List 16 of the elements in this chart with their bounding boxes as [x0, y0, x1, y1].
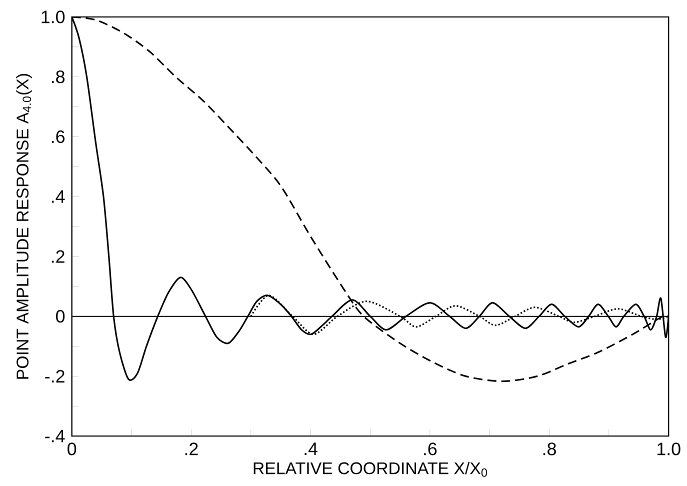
x-tick-label: .8	[543, 442, 556, 456]
x-tick-label: .2	[185, 442, 198, 456]
y-tick-label: .6	[52, 130, 65, 144]
y-tick-label: .2	[52, 250, 64, 263]
x-axis-title: RELATIVE COORDINATE X/X$_{0}$	[254, 462, 488, 477]
y-tick-label: -.2	[45, 370, 64, 382]
y-tick-label: 1.0	[42, 10, 65, 24]
y-tick-label: 0	[56, 310, 65, 323]
y-axis-title: POINT AMPLITUDE RESPONSE A$_{4.0}$(X)	[16, 74, 32, 379]
x-tick-label: 0	[68, 442, 76, 456]
x-tick-label: 1.0	[658, 442, 680, 456]
y-tick-label: .8	[52, 70, 65, 84]
x-tick-label: .6	[424, 442, 437, 456]
x-tick-label: .4	[304, 442, 318, 455]
y-tick-label: .4	[52, 190, 65, 203]
y-tick-label: -.4	[45, 430, 65, 442]
